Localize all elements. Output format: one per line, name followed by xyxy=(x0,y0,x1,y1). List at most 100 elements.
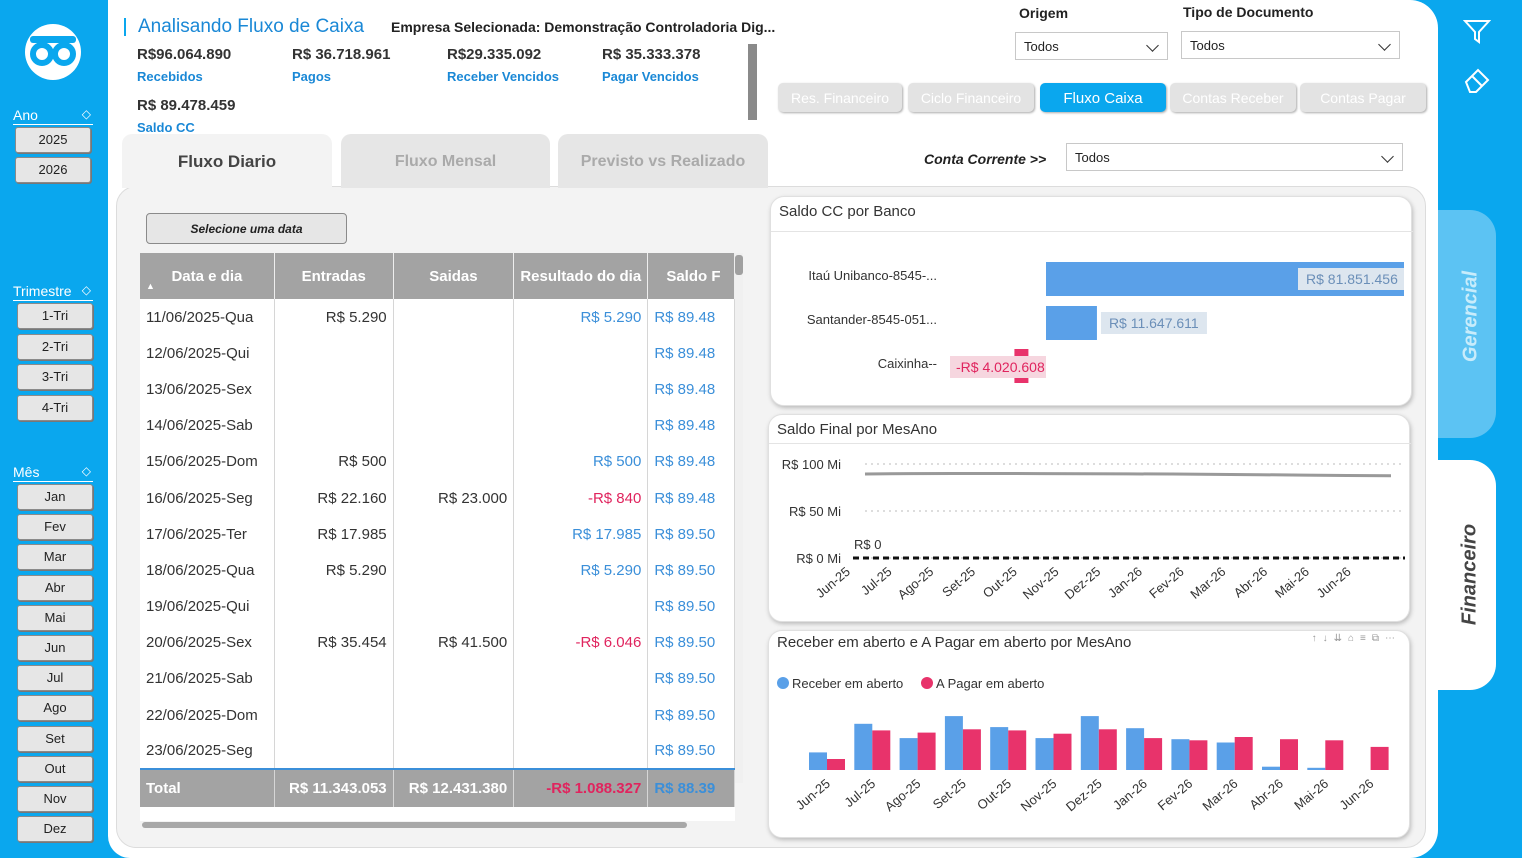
trimestre-button-4-tri[interactable]: 4-Tri xyxy=(17,394,93,421)
scroll-thumb[interactable] xyxy=(735,255,743,275)
bar-receber[interactable] xyxy=(1035,738,1054,770)
mes-button-out[interactable]: Out xyxy=(17,755,93,782)
bar-pagar[interactable] xyxy=(962,729,981,770)
mes-button-ago[interactable]: Ago xyxy=(17,695,93,722)
tab-gerencial[interactable]: Gerencial xyxy=(1438,210,1496,438)
origem-dropdown[interactable]: Todos xyxy=(1015,32,1168,60)
table-row[interactable]: 17/06/2025-Ter R$ 17.985 R$ 17.985 R$ 89.50 xyxy=(140,516,735,553)
bar-pagar[interactable] xyxy=(1370,746,1389,770)
table-vertical-scrollbar[interactable] xyxy=(735,253,743,783)
eraser-icon[interactable]: ◇ xyxy=(81,464,91,478)
mes-button-jun[interactable]: Jun xyxy=(17,635,93,661)
mes-button-mar[interactable]: Mar xyxy=(17,544,93,571)
conta-corrente-dropdown[interactable]: Todos xyxy=(1066,143,1403,171)
eraser-icon[interactable]: ◇ xyxy=(81,283,91,297)
col-header-resultado[interactable]: Resultado do dia xyxy=(513,253,649,299)
col-header-saidas[interactable]: Saidas xyxy=(393,253,515,299)
bar-receber[interactable] xyxy=(854,723,873,770)
tab-previsto-realizado[interactable]: Previsto vs Realizado xyxy=(558,134,768,188)
select-date-button[interactable]: Selecione uma data xyxy=(146,213,347,244)
col-header-entradas[interactable]: Entradas xyxy=(274,253,394,299)
tab-fluxo-mensal[interactable]: Fluxo Mensal xyxy=(341,134,550,188)
bar-pagar[interactable] xyxy=(1053,733,1072,770)
bar-pagar[interactable] xyxy=(1189,740,1208,770)
table-row[interactable]: 18/06/2025-Qua R$ 5.290 R$ 5.290 R$ 89.50 xyxy=(140,552,735,589)
bar-receber[interactable] xyxy=(1216,742,1235,771)
tab-financeiro[interactable]: Financeiro xyxy=(1438,460,1496,690)
bar-pagar[interactable] xyxy=(917,732,936,770)
bar-pagar[interactable] xyxy=(827,759,845,770)
col-header-saldo[interactable]: Saldo F xyxy=(647,253,735,299)
mes-button-jan[interactable]: Jan xyxy=(17,484,93,510)
table-cell: R$ 500 xyxy=(274,443,394,480)
trimestre-button-1-tri[interactable]: 1-Tri xyxy=(17,303,93,329)
trimestre-button-2-tri[interactable]: 2-Tri xyxy=(17,333,93,360)
mes-button-set[interactable]: Set xyxy=(17,725,93,752)
bar-pagar[interactable] xyxy=(1325,740,1344,770)
bar-pagar[interactable] xyxy=(1144,738,1163,770)
eraser-icon[interactable] xyxy=(1462,64,1492,94)
x-tick-label: Abr-26 xyxy=(1246,776,1286,813)
table-row[interactable]: 20/06/2025-Sex R$ 35.454 R$ 41.500 -R$ 6.04… xyxy=(140,624,735,661)
mes-button-jul[interactable]: Jul xyxy=(17,665,93,692)
table-row[interactable]: 11/06/2025-Qua R$ 5.290 R$ 5.290 R$ 89.48 xyxy=(140,299,735,336)
table-cell: R$ 89.48 xyxy=(647,443,735,480)
bar-pagar[interactable] xyxy=(1234,737,1253,770)
filter-icon[interactable] xyxy=(1463,19,1491,45)
mes-button-mai[interactable]: Mai xyxy=(17,604,93,631)
total-cell: R$ 12.431.380 xyxy=(393,768,515,808)
nav-fluxo-caixa[interactable]: Fluxo Caixa xyxy=(1040,83,1166,112)
nav-res-financeiro[interactable]: Res. Financeiro xyxy=(778,83,902,112)
table-cell xyxy=(274,407,394,444)
kpi-label: Receber Vencidos xyxy=(447,69,559,84)
bar-receber[interactable] xyxy=(1080,716,1099,770)
x-tick-label: Jun-26 xyxy=(1336,776,1376,813)
table-cell xyxy=(513,407,649,444)
bar-receber[interactable] xyxy=(809,752,827,770)
bar-pagar[interactable] xyxy=(1098,729,1117,770)
header-scrollbar[interactable] xyxy=(748,44,757,120)
table-row[interactable]: 19/06/2025-Qui R$ 89.50 xyxy=(140,588,735,625)
nav-ciclo-financeiro[interactable]: Ciclo Financeiro xyxy=(908,83,1034,112)
tipo-documento-dropdown[interactable]: Todos xyxy=(1181,31,1400,59)
table-row[interactable]: 12/06/2025-Qui R$ 89.48 xyxy=(140,335,735,372)
table-horizontal-scrollbar[interactable] xyxy=(142,822,687,828)
table-row[interactable]: 21/06/2025-Sab R$ 89.50 xyxy=(140,660,735,698)
bar-receber[interactable] xyxy=(899,738,918,770)
col-header-data[interactable]: Data e dia ▲ xyxy=(140,253,275,299)
bar-receber[interactable] xyxy=(1171,739,1190,770)
bar-receber[interactable] xyxy=(944,716,963,770)
ano-button-2026[interactable]: 2026 xyxy=(15,157,91,183)
bar-pagar[interactable] xyxy=(872,730,891,770)
bar-pagar[interactable] xyxy=(1280,739,1298,770)
mes-button-fev[interactable]: Fev xyxy=(17,514,93,541)
table-row[interactable]: 14/06/2025-Sab R$ 89.48 xyxy=(140,407,735,444)
saldo-line[interactable] xyxy=(864,471,1392,478)
table-cell: R$ 5.290 xyxy=(274,299,394,336)
bank-bar[interactable] xyxy=(1046,306,1097,340)
mes-button-dez[interactable]: Dez xyxy=(17,816,93,843)
nav-contas-pagar[interactable]: Contas Pagar xyxy=(1300,83,1426,112)
mes-button-nov[interactable]: Nov xyxy=(17,786,93,812)
trimestre-button-3-tri[interactable]: 3-Tri xyxy=(17,364,93,390)
bar-receber[interactable] xyxy=(1307,767,1326,770)
conta-corrente-value: Todos xyxy=(1075,150,1110,165)
table-row[interactable]: 22/06/2025-Dom R$ 89.50 xyxy=(140,697,735,734)
table-row[interactable]: 23/06/2025-Seg R$ 89.50 xyxy=(140,733,735,770)
bar-receber[interactable] xyxy=(1126,728,1145,770)
table-row[interactable]: 16/06/2025-Seg R$ 22.160 R$ 23.000 -R$ 840 R… xyxy=(140,479,735,517)
table-row[interactable]: 15/06/2025-Dom R$ 500 R$ 500 R$ 89.48 xyxy=(140,443,735,480)
mes-button-abr[interactable]: Abr xyxy=(17,574,93,601)
visual-toolbar-icons[interactable]: ↑↓⇊⌂≡⧉⋯ xyxy=(1311,633,1401,644)
bar-pagar[interactable] xyxy=(1008,730,1027,770)
bar-receber[interactable] xyxy=(1262,766,1280,770)
mes-label: Mês xyxy=(13,464,40,480)
eraser-icon[interactable]: ◇ xyxy=(81,107,91,121)
bar-receber[interactable] xyxy=(990,727,1009,770)
tab-fluxo-diario[interactable]: Fluxo Diario xyxy=(122,134,332,188)
ano-button-2025[interactable]: 2025 xyxy=(15,127,91,153)
table-cell xyxy=(513,588,649,625)
table-row[interactable]: 13/06/2025-Sex R$ 89.48 xyxy=(140,371,735,408)
table-cell: -R$ 840 xyxy=(513,479,649,517)
nav-contas-receber[interactable]: Contas Receber xyxy=(1170,83,1296,112)
